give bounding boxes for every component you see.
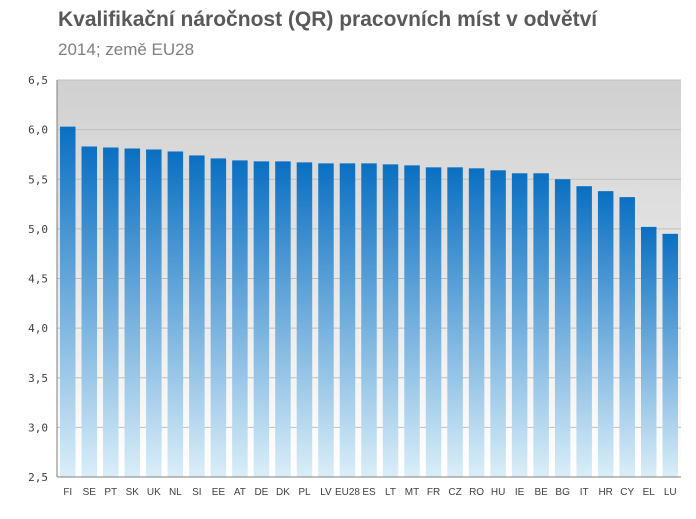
bar-es <box>361 163 377 477</box>
bar-ie <box>511 173 528 478</box>
x-tick-label: EU28 <box>335 487 360 498</box>
x-tick-label: IT <box>580 487 589 498</box>
x-tick-label: PT <box>104 487 117 498</box>
y-tick-label: 6,5 <box>28 74 48 87</box>
x-tick-label: LV <box>320 487 332 498</box>
bar-fr <box>425 167 442 477</box>
x-tick-label: HU <box>491 487 505 498</box>
bar-ro <box>468 168 485 477</box>
x-tick-label: CY <box>620 487 634 498</box>
bar-lu <box>662 233 678 477</box>
bar-hu <box>490 170 506 477</box>
bar-se <box>81 146 98 477</box>
y-tick-label: 3,0 <box>28 421 48 434</box>
bar-sk <box>124 148 141 478</box>
x-tick-label: LT <box>385 487 396 498</box>
bar-si <box>189 155 205 477</box>
y-tick-label: 5,5 <box>28 173 48 186</box>
bar-de <box>253 161 270 477</box>
bar-bg <box>554 179 571 477</box>
x-tick-label: BE <box>534 487 548 498</box>
y-tick-label: 6,0 <box>28 124 48 137</box>
x-tick-label: RO <box>469 487 484 498</box>
bar-hr <box>597 191 614 477</box>
bar-el <box>640 226 657 477</box>
x-tick-label: MT <box>405 487 419 498</box>
x-tick-label: NL <box>169 487 182 498</box>
bar-dk <box>275 161 291 477</box>
x-axis: FI SE PT SK UK NL SI EE AT DE DK PL LV EU28 ES LT MT FR CZ… <box>57 476 681 498</box>
bar-ee <box>210 158 227 477</box>
chart-subtitle: 2014; země EU28 <box>58 40 195 59</box>
bar-eu28 <box>339 163 356 477</box>
x-tick-label: SE <box>83 487 97 498</box>
bar-uk <box>146 149 162 477</box>
x-tick-label: BG <box>555 487 570 498</box>
y-axis: 2,5 3,0 3,5 4,0 4,5 5,0 5,5 6,0 6,5 <box>28 74 58 484</box>
bar-be <box>533 173 549 478</box>
x-tick-label: EL <box>643 487 656 498</box>
bar-cz <box>447 167 463 477</box>
x-tick-label: FI <box>63 487 72 498</box>
x-tick-label: CZ <box>448 487 461 498</box>
x-tick-label: HR <box>598 487 612 498</box>
x-tick-label: SI <box>192 487 201 498</box>
bar-pt <box>103 147 119 478</box>
y-tick-label: 4,5 <box>28 273 48 286</box>
x-tick-label: UK <box>147 487 161 498</box>
x-tick-label: PL <box>298 487 311 498</box>
x-tick-label: IE <box>515 487 525 498</box>
y-tick-label: 2,5 <box>28 471 48 484</box>
x-tick-label: SK <box>126 487 140 498</box>
bar-pl <box>296 162 313 477</box>
bar-it <box>576 186 592 477</box>
x-tick-label: EE <box>212 487 226 498</box>
x-tick-label: DE <box>254 487 268 498</box>
bar-nl <box>167 151 184 477</box>
x-tick-label: AT <box>234 487 246 498</box>
x-tick-label: FR <box>427 487 440 498</box>
y-tick-label: 5,0 <box>28 223 48 236</box>
bars <box>60 126 678 478</box>
y-tick-label: 4,0 <box>28 322 48 335</box>
chart-title: Kvalifikační náročnost (QR) pracovních m… <box>58 8 598 31</box>
x-tick-label: LU <box>664 487 677 498</box>
bar-lv <box>318 163 334 477</box>
bar-mt <box>404 165 420 478</box>
x-tick-label: ES <box>362 487 376 498</box>
bar-fi <box>60 126 76 478</box>
bar-lt <box>382 164 399 478</box>
bar-cy <box>619 197 635 478</box>
y-tick-label: 3,5 <box>28 372 48 385</box>
bar-at <box>232 160 248 477</box>
x-tick-label: DK <box>276 487 290 498</box>
